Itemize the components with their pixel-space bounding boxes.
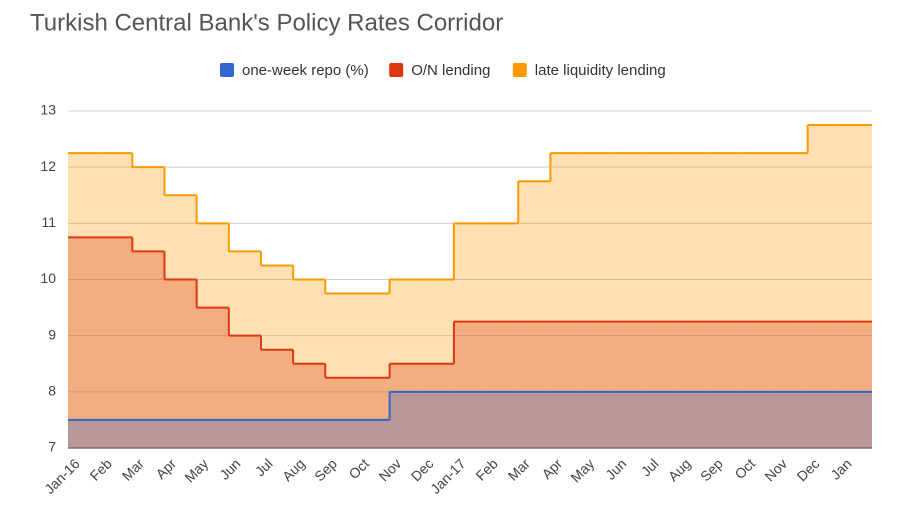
x-tick-label: Jan <box>827 455 854 482</box>
x-tick-label: Dec <box>793 455 822 484</box>
legend-text: late liquidity lending <box>535 62 666 79</box>
y-tick-label: 9 <box>48 326 56 342</box>
y-tick-label: 10 <box>40 270 56 286</box>
y-tick-label: 7 <box>48 439 56 455</box>
x-tick-label: Jul <box>252 455 276 479</box>
x-tick-label: Mar <box>119 455 148 484</box>
x-tick-label: Mar <box>505 455 534 484</box>
x-tick-label: Jun <box>602 455 629 482</box>
y-tick-label: 8 <box>48 383 56 399</box>
x-tick-label: Apr <box>152 455 179 482</box>
y-tick-label: 11 <box>41 214 56 230</box>
x-tick-label: Feb <box>472 455 501 484</box>
x-tick-label: Oct <box>345 455 372 482</box>
x-tick-label: May <box>181 455 211 485</box>
x-tick-label: Jan-17 <box>427 455 469 497</box>
chart-title: Turkish Central Bank's Policy Rates Corr… <box>30 9 503 36</box>
legend-text: O/N lending <box>411 62 490 79</box>
x-tick-label: Aug <box>665 455 694 484</box>
legend-swatch <box>389 63 404 77</box>
area <box>68 125 872 449</box>
x-tick-label: Sep <box>697 455 726 484</box>
x-tick-label: Jul <box>638 455 662 479</box>
legend-text: one-week repo (%) <box>242 62 369 79</box>
x-tick-label: Feb <box>87 455 116 484</box>
area <box>68 391 872 448</box>
x-tick-label: Jun <box>216 455 243 482</box>
y-tick-label: 12 <box>40 158 56 174</box>
legend-swatch <box>512 63 527 77</box>
x-tick-label: May <box>567 455 597 485</box>
x-tick-label: Oct <box>731 455 758 482</box>
x-tick-label: Apr <box>538 455 565 482</box>
y-tick-label: 13 <box>40 102 56 118</box>
x-tick-label: Nov <box>761 455 790 484</box>
x-tick-label: Sep <box>311 455 340 484</box>
x-tick-label: Aug <box>279 455 308 484</box>
x-tick-label: Nov <box>375 455 404 484</box>
area <box>68 237 872 448</box>
x-tick-label: Jan-16 <box>41 455 83 497</box>
legend-swatch <box>220 63 234 77</box>
